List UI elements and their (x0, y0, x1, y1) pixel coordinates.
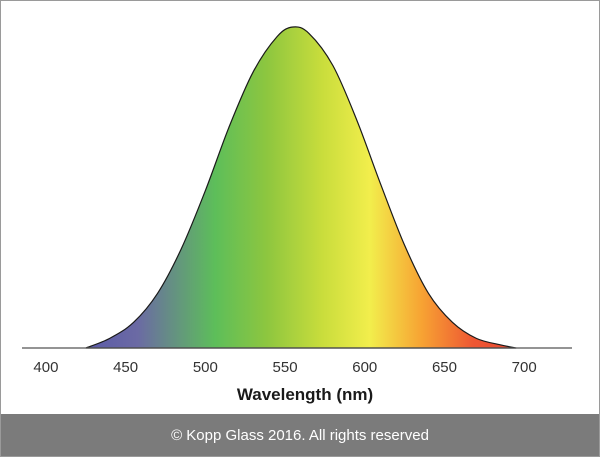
x-tick-label-650: 650 (432, 359, 457, 376)
visible-spectrum-area (85, 26, 517, 349)
x-tick-label-600: 600 (352, 359, 377, 376)
x-tick-label-550: 550 (273, 359, 298, 376)
x-tick-label-700: 700 (512, 359, 537, 376)
x-tick-label-500: 500 (193, 359, 218, 376)
copyright-text: © Kopp Glass 2016. All rights reserved (171, 426, 429, 444)
copyright-footer: © Kopp Glass 2016. All rights reserved (1, 414, 599, 456)
x-tick-labels: 400 450 500 550 600 650 700 (33, 359, 536, 376)
x-tick-label-400: 400 (33, 359, 58, 376)
chart: 400 450 500 550 600 650 700 Wavelength (nm) (22, 26, 572, 404)
x-axis-title: Wavelength (nm) (237, 385, 373, 404)
x-tick-label-450: 450 (113, 359, 138, 376)
